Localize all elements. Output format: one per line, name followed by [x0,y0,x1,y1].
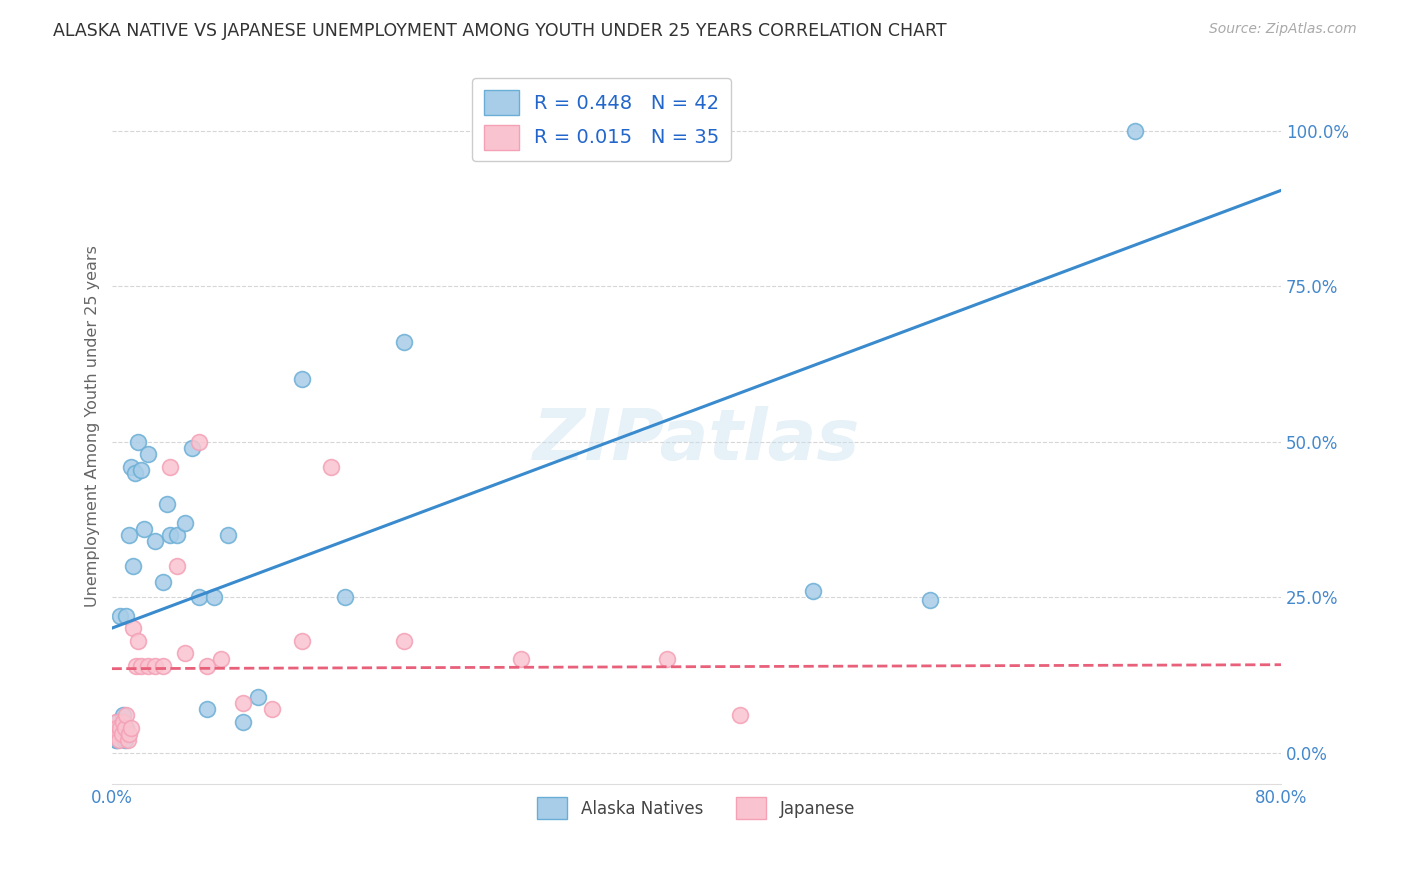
Point [319,459,342,474]
Point [111,727,134,741]
Point [115,708,138,723]
Point [104,733,127,747]
Point [110,721,132,735]
Point [246,690,269,704]
Point [124,466,146,480]
Point [118,727,141,741]
Point [202,590,225,604]
Point [173,646,195,660]
Point [262,702,284,716]
Point [159,528,181,542]
Point [209,652,232,666]
Point [103,721,125,735]
Point [166,528,188,542]
Point [136,447,159,461]
Point [335,590,357,604]
Point [152,658,174,673]
Point [108,733,131,747]
Point [218,528,240,542]
Point [392,335,415,350]
Point [392,633,415,648]
Point [129,658,152,673]
Text: Source: ZipAtlas.com: Source: ZipAtlas.com [1209,22,1357,37]
Point [290,372,312,386]
Point [136,658,159,673]
Point [132,522,155,536]
Point [195,658,218,673]
Point [127,434,149,449]
Point [104,714,127,729]
Point [104,727,127,741]
Point [188,434,211,449]
Point [105,733,128,747]
Point [152,574,174,589]
Point [112,708,135,723]
Point [232,696,254,710]
Point [110,721,132,735]
Point [122,621,145,635]
Point [111,727,134,741]
Point [105,721,128,735]
Point [110,608,132,623]
Point [145,534,167,549]
Point [188,590,211,604]
Point [103,721,125,735]
Point [115,608,138,623]
Point [509,652,531,666]
Point [108,727,131,741]
Point [173,516,195,530]
Point [655,652,678,666]
Point [117,733,139,747]
Point [129,463,152,477]
Point [801,583,824,598]
Point [118,528,141,542]
Point [125,658,148,673]
Point [127,633,149,648]
Point [115,721,138,735]
Point [232,714,254,729]
Legend: Alaska Natives, Japanese: Alaska Natives, Japanese [530,790,862,825]
Text: ZIPatlas: ZIPatlas [533,406,860,475]
Point [122,559,145,574]
Point [105,727,128,741]
Point [1123,124,1146,138]
Point [181,441,204,455]
Point [145,658,167,673]
Point [195,702,218,716]
Point [112,714,135,729]
Point [156,497,179,511]
Point [108,721,131,735]
Point [114,721,136,735]
Point [108,727,131,741]
Point [166,559,188,574]
Point [105,714,128,729]
Point [159,459,181,474]
Point [728,708,751,723]
Point [290,633,312,648]
Point [120,459,142,474]
Y-axis label: Unemployment Among Youth under 25 years: Unemployment Among Youth under 25 years [86,245,100,607]
Text: ALASKA NATIVE VS JAPANESE UNEMPLOYMENT AMONG YOUTH UNDER 25 YEARS CORRELATION CH: ALASKA NATIVE VS JAPANESE UNEMPLOYMENT A… [53,22,948,40]
Point [114,733,136,747]
Point [120,721,142,735]
Point [920,593,942,607]
Point [104,727,127,741]
